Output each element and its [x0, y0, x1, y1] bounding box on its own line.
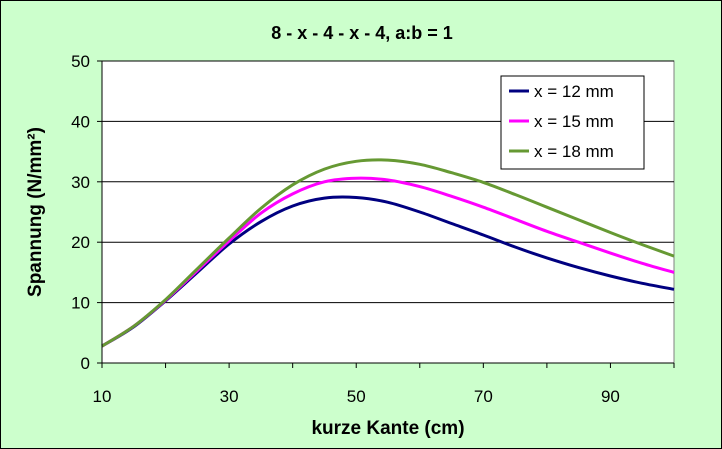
axes — [97, 60, 675, 368]
chart-title: 8 - x - 4 - x - 4, a:b = 1 — [271, 23, 453, 43]
series-line — [101, 158, 675, 348]
series-lines — [101, 158, 675, 348]
y-tick-label: 10 — [71, 294, 90, 313]
legend: x = 12 mm x = 15 mm x = 18 mm — [500, 75, 645, 170]
y-axis-title: Spannung (N/mm²) — [25, 127, 46, 297]
x-tick-labels: 10 30 50 70 90 — [93, 387, 620, 406]
x-tick-label: 90 — [601, 387, 620, 406]
y-tick-label: 30 — [71, 173, 90, 192]
y-tick-labels: 0 10 20 30 40 50 — [71, 52, 90, 373]
x-tick-label: 70 — [474, 387, 493, 406]
x-axis-title: kurze Kante (cm) — [311, 418, 464, 439]
x-tick-label: 50 — [347, 387, 366, 406]
legend-label: x = 15 mm — [534, 112, 614, 131]
y-tick-label: 20 — [71, 233, 90, 252]
legend-label: x = 12 mm — [534, 82, 614, 101]
y-tick-label: 50 — [71, 52, 90, 71]
x-tick-label: 30 — [220, 387, 239, 406]
legend-entries: x = 12 mm x = 15 mm x = 18 mm — [509, 82, 614, 161]
y-tick-label: 40 — [71, 112, 90, 131]
x-tick-label: 10 — [93, 387, 112, 406]
y-tick-label: 0 — [81, 354, 90, 373]
legend-label: x = 18 mm — [534, 142, 614, 161]
